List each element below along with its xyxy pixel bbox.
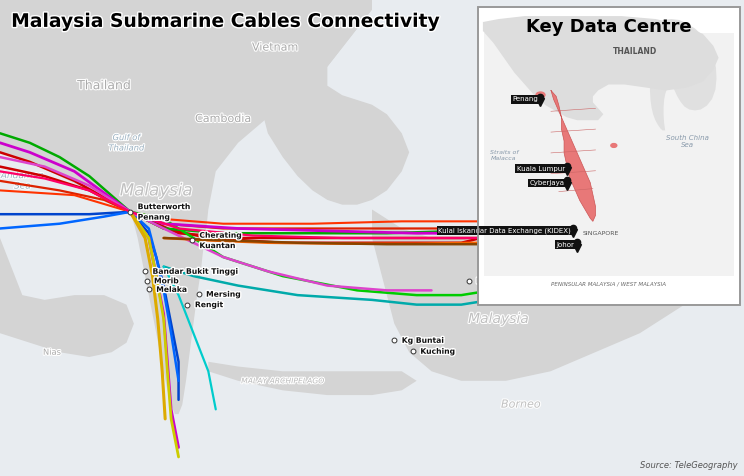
Text: Malaysia: Malaysia bbox=[120, 181, 193, 199]
Text: Source: TeleGeography: Source: TeleGeography bbox=[641, 461, 738, 470]
Text: PENINSULAR MALAYSIA / WEST MALAYSIA: PENINSULAR MALAYSIA / WEST MALAYSIA bbox=[551, 281, 666, 287]
Text: Kulai Iskandar Data Exchange (KIDEX): Kulai Iskandar Data Exchange (KIDEX) bbox=[438, 227, 571, 234]
Text: Kota Kinabalu: Kota Kinabalu bbox=[542, 221, 603, 229]
Polygon shape bbox=[41, 324, 67, 340]
Circle shape bbox=[611, 144, 617, 148]
FancyBboxPatch shape bbox=[484, 33, 734, 276]
Text: Bintulu: Bintulu bbox=[476, 277, 507, 285]
Text: Malaysia: Malaysia bbox=[468, 312, 529, 326]
Text: Cambodia: Cambodia bbox=[195, 114, 251, 124]
Text: SINGAPORE: SINGAPORE bbox=[583, 231, 619, 236]
Text: South China
Sea: South China Sea bbox=[666, 135, 708, 148]
Text: Kuching: Kuching bbox=[420, 347, 455, 356]
Text: Cyberjaya: Cyberjaya bbox=[530, 180, 565, 186]
Text: Morib: Morib bbox=[154, 277, 179, 285]
Text: Nias: Nias bbox=[43, 348, 61, 357]
Text: Gulf of
Thailand: Gulf of Thailand bbox=[109, 133, 144, 152]
Text: MALAY ARCHIPELAGO: MALAY ARCHIPELAGO bbox=[241, 377, 324, 385]
Text: Key Data Centre: Key Data Centre bbox=[526, 18, 691, 36]
Text: Melaka: Melaka bbox=[156, 285, 187, 294]
Text: Kg Buntai: Kg Buntai bbox=[402, 336, 444, 345]
Polygon shape bbox=[650, 19, 716, 130]
Polygon shape bbox=[0, 0, 372, 414]
Polygon shape bbox=[483, 16, 719, 120]
Text: Mersing: Mersing bbox=[206, 290, 241, 298]
Text: THAILAND: THAILAND bbox=[612, 47, 657, 56]
Text: Kuala Lumpur: Kuala Lumpur bbox=[516, 166, 565, 171]
Circle shape bbox=[536, 92, 545, 98]
Text: Malaysia Submarine Cables Connectivity: Malaysia Submarine Cables Connectivity bbox=[11, 12, 440, 31]
Polygon shape bbox=[372, 200, 729, 381]
Text: Rengit: Rengit bbox=[195, 300, 223, 309]
Text: Kiamsam: Kiamsam bbox=[528, 236, 568, 244]
Text: Cherating
Kuantan: Cherating Kuantan bbox=[199, 231, 242, 250]
Text: Brunei: Brunei bbox=[496, 247, 524, 256]
Text: Johor: Johor bbox=[557, 242, 574, 248]
Polygon shape bbox=[260, 0, 409, 205]
Text: Butterworth
Penang: Butterworth Penang bbox=[138, 202, 190, 221]
Text: Borneo: Borneo bbox=[501, 399, 541, 410]
Text: Vietnam: Vietnam bbox=[252, 42, 298, 53]
Text: Bandar Bukit Tinggi: Bandar Bukit Tinggi bbox=[153, 267, 239, 276]
Polygon shape bbox=[0, 238, 134, 357]
Text: Penang: Penang bbox=[512, 97, 538, 102]
FancyBboxPatch shape bbox=[478, 7, 740, 305]
Text: Miri: Miri bbox=[498, 252, 516, 260]
Polygon shape bbox=[208, 362, 417, 395]
Text: Andaman
Sea: Andaman Sea bbox=[1, 171, 44, 190]
Text: Thailand: Thailand bbox=[77, 79, 131, 92]
Polygon shape bbox=[551, 90, 595, 221]
Text: Straits of
Malacca: Straits of Malacca bbox=[490, 150, 518, 161]
